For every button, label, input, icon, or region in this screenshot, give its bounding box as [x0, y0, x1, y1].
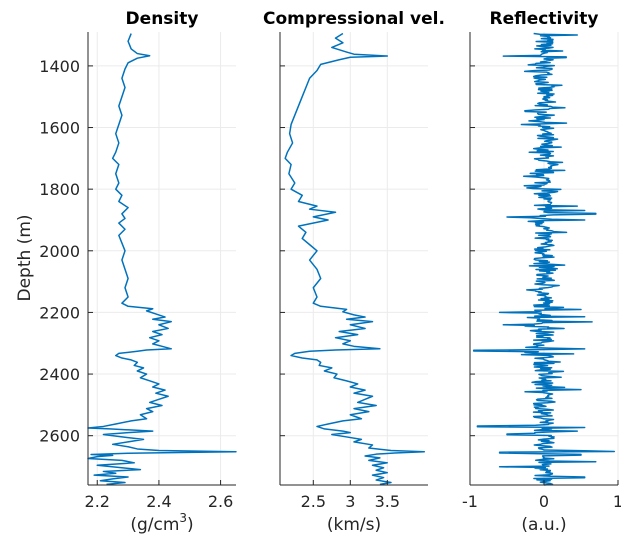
x-tick-label: 2.5 — [301, 492, 326, 511]
x-tick-label: -1 — [462, 492, 478, 511]
x-axis-label: (km/s) — [327, 515, 381, 535]
y-axis-label: Depth (m) — [15, 214, 35, 301]
x-tick-label: 2.4 — [146, 492, 171, 511]
y-tick-label: 2200 — [39, 303, 80, 322]
x-tick-label: 1 — [613, 492, 621, 511]
y-tick-label: 1600 — [39, 119, 80, 138]
x-tick-label: 2.2 — [85, 492, 110, 511]
y-tick-label: 1400 — [39, 57, 80, 76]
panel-title: Compressional vel. — [263, 9, 445, 29]
panel-title: Reflectivity — [490, 9, 599, 29]
x-tick-label: 0 — [539, 492, 549, 511]
log-series-line — [472, 32, 616, 486]
x-axis-label: (g/cm3) — [130, 511, 193, 535]
x-tick-label: 2.6 — [208, 492, 233, 511]
y-tick-label: 2400 — [39, 365, 80, 384]
panel-title: Density — [126, 9, 199, 29]
shared-depth-axis: Depth (m) — [15, 214, 35, 301]
compressional-velocity-panel: 2.5 3 3.5 Compressional vel. (km/s) — [263, 9, 445, 535]
x-tick-label: 3.5 — [375, 492, 400, 511]
x-axis-label: (a.u.) — [521, 515, 566, 535]
log-series-line — [284, 32, 426, 486]
x-tick-label: 3 — [345, 492, 355, 511]
y-tick-label: 2600 — [39, 427, 80, 446]
y-tick-label: 1800 — [39, 180, 80, 199]
y-tick-label: 2000 — [39, 242, 80, 261]
reflectivity-panel: -1 0 1 Reflectivity (a.u.) — [462, 9, 621, 535]
density-panel: 1400 1600 1800 2000 2200 2400 2600 2.2 2.4 2.6 Den… — [39, 9, 237, 535]
log-series-line — [87, 33, 237, 486]
